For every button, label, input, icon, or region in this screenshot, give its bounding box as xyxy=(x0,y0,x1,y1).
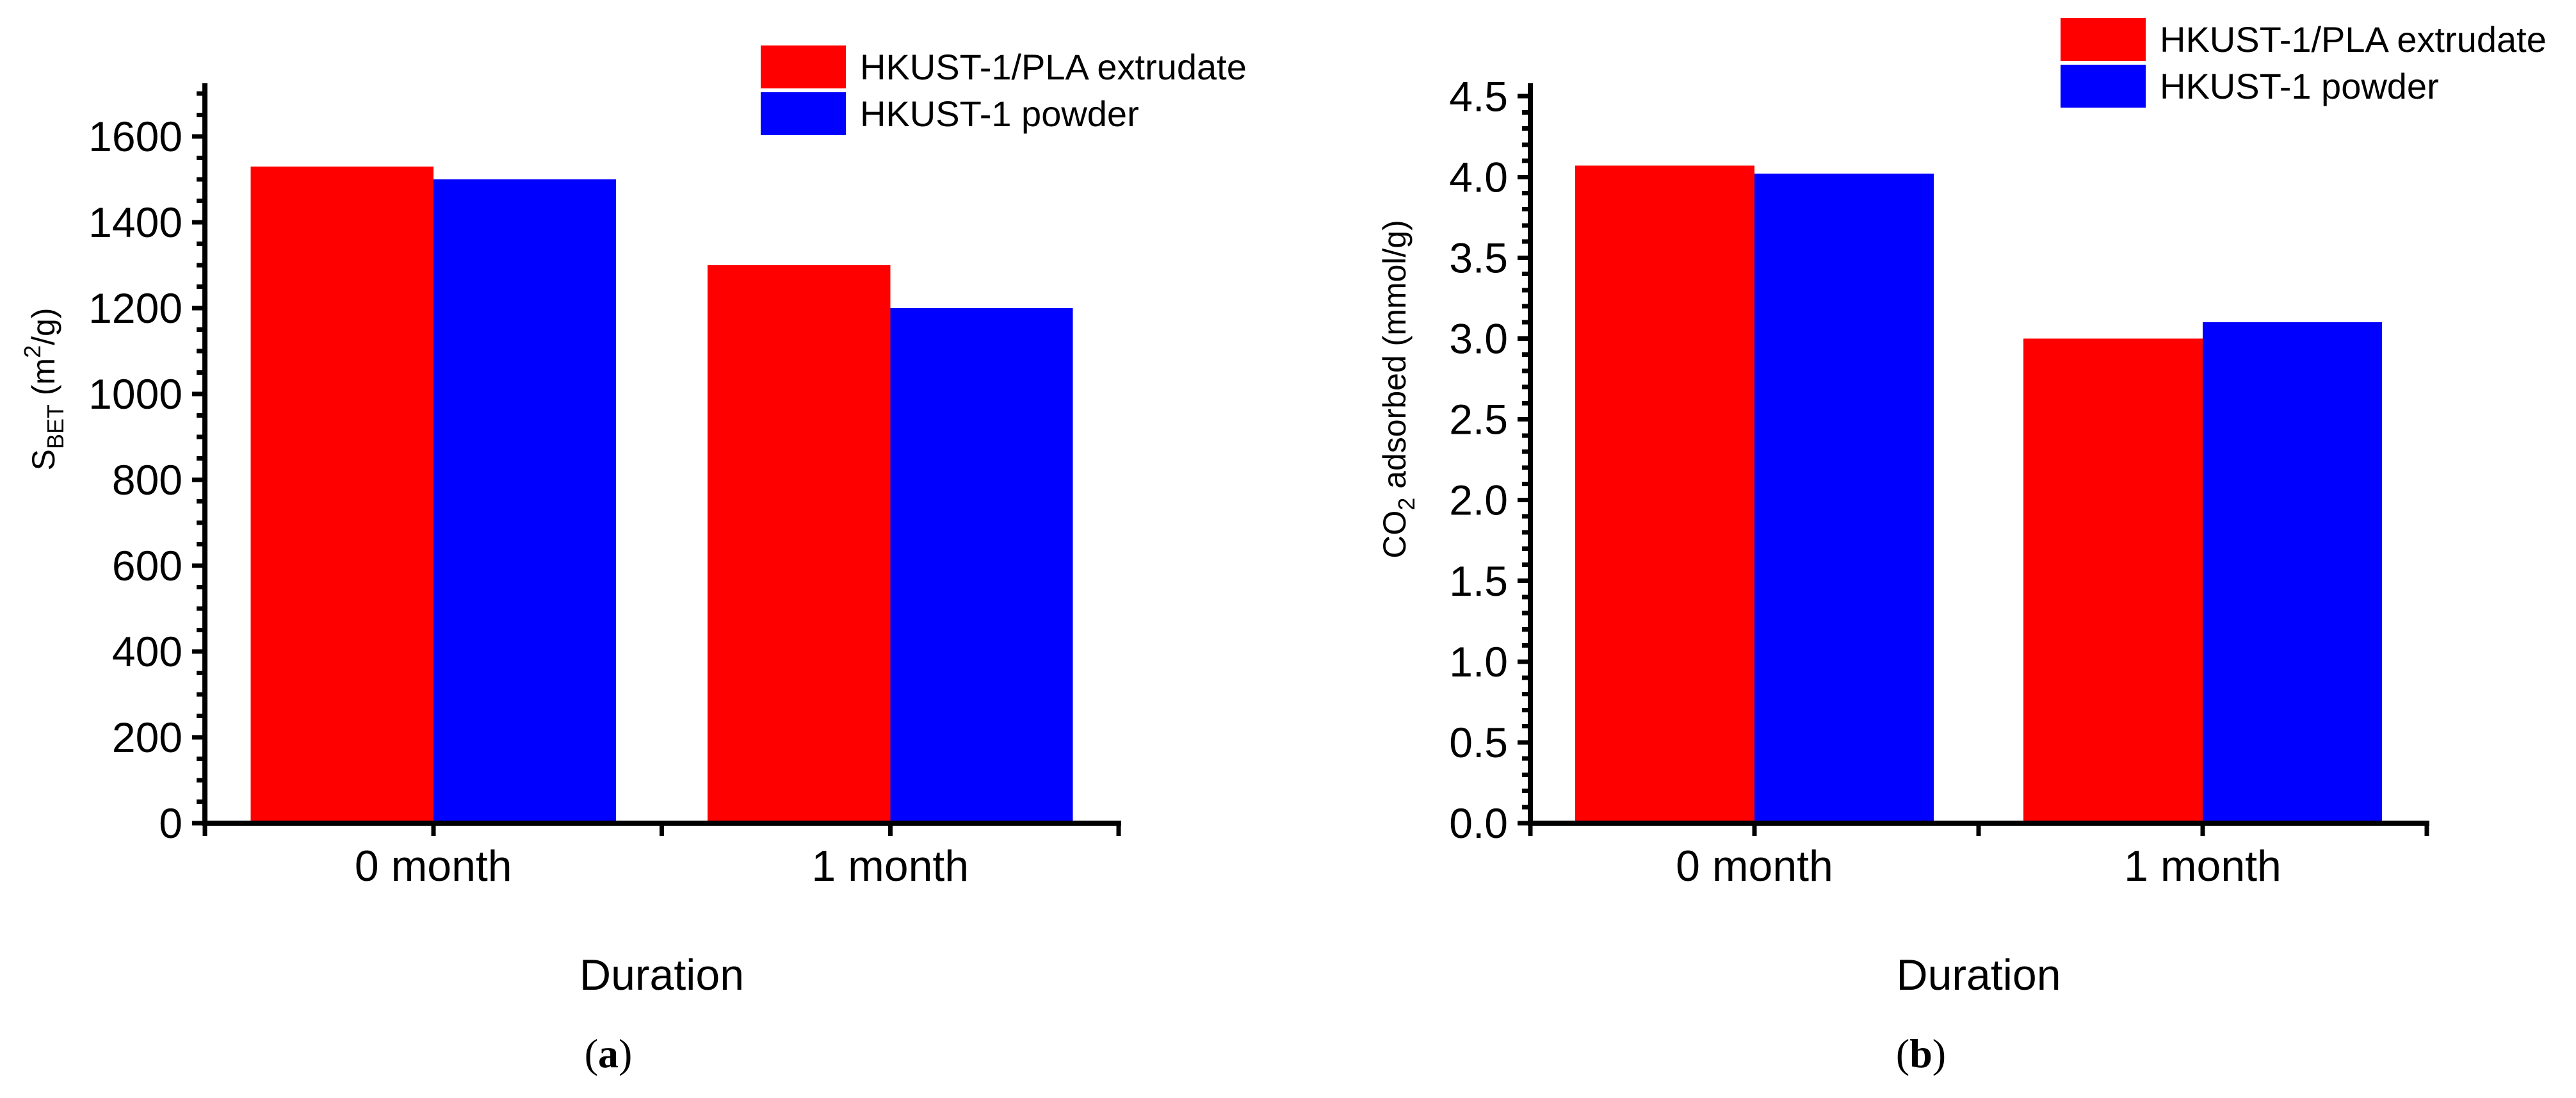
y-tick-label: 600 xyxy=(112,542,182,589)
panel-a-caption: (a) xyxy=(585,1030,633,1078)
bar-powder-0-month xyxy=(1754,174,1934,823)
x-category-label: 0 month xyxy=(355,842,512,890)
bar-extrudate-0-month xyxy=(250,166,433,824)
y-tick-label: 0.0 xyxy=(1449,799,1508,847)
legend-swatch-extrudate xyxy=(761,45,846,88)
bar-powder-1-month xyxy=(2203,322,2382,823)
caption-b-close-paren: ) xyxy=(1932,1031,1947,1076)
y-tick-label: 0.5 xyxy=(1449,719,1508,766)
y-axis-title: SBET (m2/g) xyxy=(19,308,69,471)
x-category-label: 1 month xyxy=(811,842,969,890)
bar-extrudate-1-month xyxy=(2023,338,2203,823)
caption-b-letter: b xyxy=(1909,1031,1932,1076)
y-tick-label: 1000 xyxy=(88,370,182,418)
legend-label: HKUST-1/PLA extrudate xyxy=(2160,19,2547,60)
x-axis-title: Duration xyxy=(1896,951,2061,999)
y-tick-label: 3.5 xyxy=(1449,234,1508,281)
legend-swatch-powder xyxy=(2061,65,2146,108)
bar-extrudate-1-month xyxy=(707,265,891,824)
legend-label: HKUST-1 powder xyxy=(2160,66,2439,106)
chart-b-co2-bar-chart: 0.0 0.5 1.0 1.5 2.0 2.5 3.0 3.5 4.0 4.5 0 month 1 m… xyxy=(1377,18,2547,999)
y-tick-label: 3.0 xyxy=(1449,315,1508,363)
y-axis-title: CO2 adsorbed (mmol/g) xyxy=(1377,220,1420,559)
legend-label: HKUST-1 powder xyxy=(860,94,1139,134)
y-tick-label: 1400 xyxy=(88,199,182,246)
y-tick-label: 0 xyxy=(159,799,182,847)
y-tick-label: 4.5 xyxy=(1449,72,1508,120)
bar-powder-0-month xyxy=(433,179,617,824)
x-category-label: 0 month xyxy=(1676,842,1833,890)
caption-a-open-paren: ( xyxy=(584,1031,598,1076)
x-axis-title: Duration xyxy=(579,951,744,999)
bar-extrudate-0-month xyxy=(1575,165,1754,823)
y-tick-label: 1.5 xyxy=(1449,557,1508,605)
y-tick-label: 2.0 xyxy=(1449,477,1508,524)
legend-label: HKUST-1/PLA extrudate xyxy=(860,47,1247,87)
y-tick-label: 2.5 xyxy=(1449,396,1508,443)
bar-powder-1-month xyxy=(890,308,1073,824)
legend-swatch-extrudate xyxy=(2061,18,2146,61)
y-tick-label: 800 xyxy=(112,456,182,504)
y-tick-label: 400 xyxy=(112,628,182,675)
y-tick-label: 200 xyxy=(112,714,182,761)
y-tick-label: 1200 xyxy=(88,284,182,332)
caption-a-close-paren: ) xyxy=(619,1031,633,1076)
caption-b-open-paren: ( xyxy=(1895,1031,1910,1076)
panel-b-caption: (b) xyxy=(1896,1030,1946,1078)
legend-swatch-powder xyxy=(761,92,846,135)
y-tick-label: 1.0 xyxy=(1449,638,1508,685)
x-category-label: 1 month xyxy=(2124,842,2281,890)
caption-a-letter: a xyxy=(598,1031,619,1076)
chart-a-sbet-bar-chart: 0 200 400 600 800 1000 1200 1400 1600 0 month 1 mo… xyxy=(19,45,1247,999)
y-tick-label: 1600 xyxy=(88,113,182,160)
y-tick-label: 4.0 xyxy=(1449,153,1508,201)
